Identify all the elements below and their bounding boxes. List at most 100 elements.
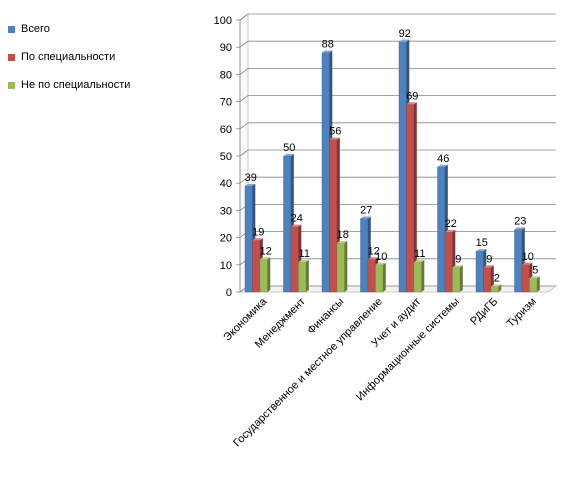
- data-label: 46: [437, 153, 449, 165]
- bar-side: [344, 240, 348, 292]
- legend-item-total: Всего: [8, 22, 198, 36]
- bar-front: [521, 264, 530, 293]
- bar-top: [360, 216, 371, 219]
- bar-front: [452, 267, 461, 293]
- bar-front: [321, 52, 330, 293]
- bar-front: [398, 41, 407, 293]
- data-label: 9: [486, 254, 492, 266]
- data-label: 23: [514, 215, 526, 227]
- bar-front: [413, 261, 422, 293]
- data-label: 39: [245, 172, 257, 184]
- bar-front: [406, 104, 415, 293]
- bar-side: [460, 265, 463, 292]
- legend: Всего По специальности Не по специальнос…: [8, 22, 198, 106]
- data-label: 12: [260, 245, 272, 257]
- data-label: 56: [329, 126, 341, 138]
- y-tick-label: 70: [220, 97, 232, 109]
- bar-front: [375, 264, 384, 293]
- y-tick-label: 10: [220, 260, 232, 272]
- bar-front: [475, 250, 484, 293]
- bar-front: [290, 226, 299, 293]
- legend-label-specialty: По специальности: [21, 51, 116, 63]
- bar-top: [337, 240, 348, 244]
- bar: [406, 102, 417, 293]
- legend-swatch-total: [8, 25, 15, 33]
- bar-top: [529, 276, 540, 279]
- data-label: 27: [360, 205, 372, 217]
- gridline: [239, 149, 556, 157]
- legend-swatch-specialty: [8, 53, 15, 61]
- y-tick-label: 40: [220, 178, 232, 190]
- bar-top: [476, 249, 487, 252]
- legend-swatch-non-specialty: [8, 81, 15, 89]
- bar-top: [283, 153, 294, 156]
- legend-label-total: Всего: [21, 23, 50, 35]
- bar-front: [329, 139, 338, 293]
- bar: [529, 276, 540, 293]
- y-tick-label: 60: [220, 124, 232, 136]
- y-tick-label: 20: [220, 233, 232, 245]
- bar-top: [260, 257, 271, 260]
- category-label: РДиГБ: [468, 296, 500, 328]
- data-label: 9: [455, 254, 461, 266]
- bar-front: [298, 261, 307, 293]
- bar-side: [267, 257, 271, 292]
- bar: [413, 259, 425, 293]
- y-tick-label: 80: [220, 69, 232, 81]
- bar: [259, 257, 271, 293]
- gridline: [239, 122, 556, 130]
- bar-top: [368, 257, 379, 260]
- bar-top: [298, 259, 309, 263]
- legend-item-non-specialty: Не по специальности: [8, 78, 198, 92]
- bar: [298, 259, 309, 293]
- bar: [375, 262, 386, 293]
- data-label: 12: [368, 245, 380, 257]
- bar-top: [406, 102, 417, 105]
- bar-top: [414, 259, 425, 263]
- bar-front: [490, 286, 499, 293]
- data-label: 5: [532, 264, 538, 276]
- bar-front: [336, 242, 345, 293]
- bar-top: [291, 224, 302, 227]
- bar: [336, 240, 348, 293]
- gridline: [239, 95, 556, 102]
- bar-front: [529, 278, 538, 293]
- bar-side: [421, 259, 425, 292]
- data-label: 19: [252, 226, 264, 238]
- bar-top: [245, 183, 256, 186]
- data-label: 22: [445, 218, 457, 230]
- y-tick-label: 50: [220, 151, 232, 163]
- bar-top: [445, 230, 456, 233]
- bar-top: [514, 227, 525, 230]
- bar-top: [399, 39, 410, 42]
- bar-front: [444, 231, 453, 293]
- bar-top: [452, 265, 463, 268]
- bar-side: [498, 284, 502, 292]
- bar-side: [537, 276, 540, 292]
- data-label: 24: [291, 213, 303, 225]
- data-label: 69: [406, 90, 418, 102]
- bar-front: [244, 185, 253, 293]
- data-label: 88: [322, 39, 334, 51]
- bar: [452, 265, 463, 293]
- bar-side: [383, 262, 386, 292]
- legend-label-non-specialty: Не по специальности: [21, 79, 131, 91]
- bar-top: [322, 50, 333, 53]
- bar-top: [522, 262, 533, 265]
- bar-top: [375, 262, 386, 265]
- category-label: Туризм: [505, 296, 539, 330]
- bar-front: [367, 259, 376, 293]
- bar-top: [483, 265, 494, 268]
- bar-front: [259, 259, 268, 293]
- gridline: [239, 13, 556, 21]
- data-label: 11: [299, 248, 310, 260]
- gridline: [239, 40, 556, 48]
- bar-side: [306, 259, 309, 292]
- bar-top: [252, 238, 263, 241]
- data-label: 2: [494, 273, 500, 285]
- bar-front: [483, 267, 492, 293]
- bar: [490, 284, 502, 293]
- y-tick-label: 30: [220, 205, 232, 217]
